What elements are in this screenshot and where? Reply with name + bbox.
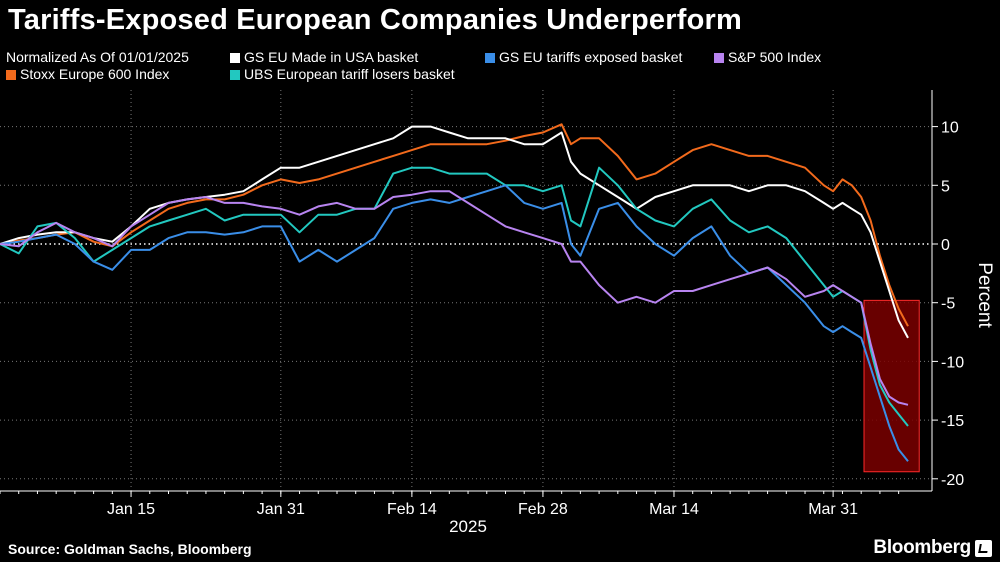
series-line-gs-eu-made-in-usa-basket	[0, 125, 909, 339]
legend-item-stoxx600: Stoxx Europe 600 Index	[6, 66, 230, 83]
legend-swatch-gs-made-in-usa	[230, 52, 240, 63]
axes: 10 5 0 -5 -10 -15 -20 Jan 15 Jan 31 Feb 14 Feb 28 M…	[0, 90, 964, 518]
y-tick-label: 5	[941, 178, 950, 195]
legend-row-1: Normalized As Of 01/01/2025 GS EU Made i…	[6, 49, 821, 66]
highlight-box	[863, 299, 920, 473]
y-tick-label: -10	[941, 354, 964, 371]
legend-row-2: Stoxx Europe 600 Index UBS European tari…	[6, 66, 821, 83]
y-tick-label: -5	[941, 296, 955, 313]
legend-label-gs-tariffs-exposed: GS EU tariffs exposed basket	[499, 49, 683, 65]
legend-item-gs-tariffs-exposed: GS EU tariffs exposed basket	[485, 49, 714, 66]
highlight-region	[863, 299, 920, 473]
legend-label-stoxx600: Stoxx Europe 600 Index	[20, 66, 170, 82]
series-line-stoxx-europe-600-index	[0, 123, 909, 327]
x-tick-label: Jan 15	[107, 501, 155, 518]
legend-label-gs-made-in-usa: GS EU Made in USA basket	[244, 49, 419, 65]
y-tick-label: 10	[941, 120, 959, 137]
chart-title: Tariffs-Exposed European Companies Under…	[8, 4, 742, 36]
legend-swatch-stoxx600	[6, 69, 16, 80]
x-tick-label: Mar 14	[649, 501, 699, 518]
legend-label-ubs-tariff-losers: UBS European tariff losers basket	[244, 66, 455, 82]
legend-item-ubs-tariff-losers: UBS European tariff losers basket	[230, 66, 455, 83]
legend-note-label: Normalized As Of 01/01/2025	[6, 49, 189, 65]
y-tick-label: -15	[941, 413, 964, 430]
x-tick-label: Mar 31	[808, 501, 858, 518]
y-tick-label: 0	[941, 237, 950, 254]
legend-swatch-gs-tariffs-exposed	[485, 52, 495, 63]
series-lines	[0, 123, 909, 462]
bloomberg-terminal-icon	[975, 539, 992, 557]
legend-item-sp500: S&P 500 Index	[714, 49, 821, 66]
series-line-gs-eu-tariffs-exposed-basket	[0, 184, 909, 462]
y-axis-label: Percent	[974, 262, 995, 328]
legend-swatch-ubs-tariff-losers	[230, 69, 240, 80]
legend-label-sp500: S&P 500 Index	[728, 49, 822, 65]
series-line-ubs-european-tariff-losers-basket	[0, 166, 909, 427]
legend: Normalized As Of 01/01/2025 GS EU Made i…	[6, 49, 821, 83]
brand-name: Bloomberg	[873, 537, 971, 558]
source-note: Source: Goldman Sachs, Bloomberg	[8, 541, 252, 557]
legend-note: Normalized As Of 01/01/2025	[6, 49, 230, 66]
y-tick-label: -20	[941, 472, 964, 489]
x-tick-label: Feb 14	[387, 501, 437, 518]
x-axis-year-label: 2025	[449, 517, 487, 536]
x-tick-label: Feb 28	[518, 501, 568, 518]
legend-item-gs-made-in-usa: GS EU Made in USA basket	[230, 49, 485, 66]
bloomberg-logo: Bloomberg	[873, 537, 992, 559]
legend-swatch-sp500	[714, 52, 724, 63]
series-line-s-p-500-index	[0, 190, 909, 406]
x-tick-label: Jan 31	[257, 501, 305, 518]
